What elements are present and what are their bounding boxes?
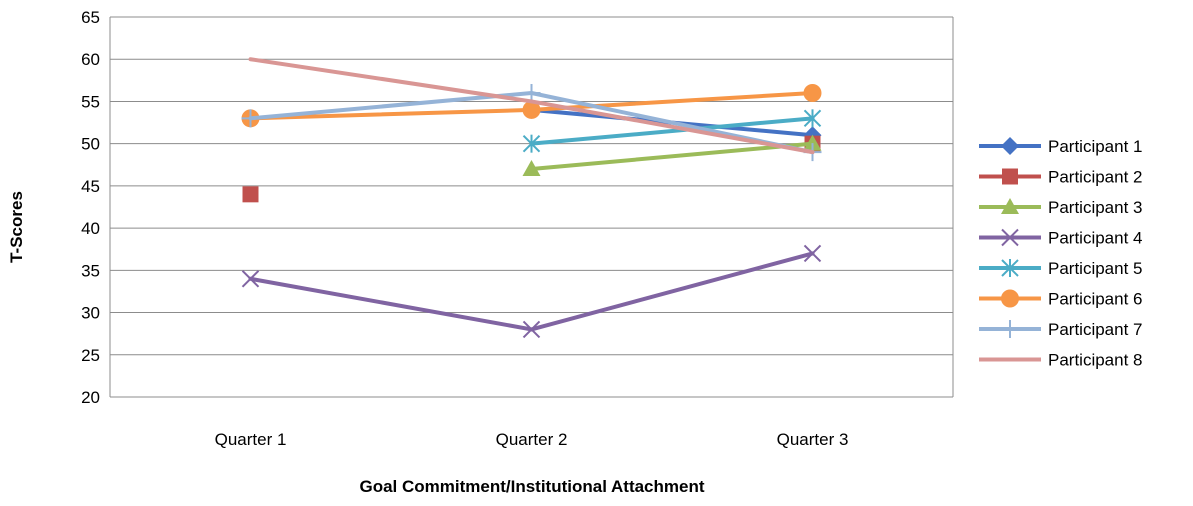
legend-marker	[1001, 198, 1019, 214]
legend-marker	[1001, 137, 1019, 155]
data-point	[522, 100, 541, 119]
x-tick-label: Quarter 1	[215, 430, 287, 449]
data-point	[522, 134, 541, 153]
y-tick-label: 60	[81, 50, 100, 69]
x-tick-labels: Quarter 1 Quarter 2 Quarter 3	[215, 430, 849, 449]
series-5	[522, 109, 822, 153]
y-tick-label: 40	[81, 219, 100, 238]
series-line-segment	[248, 91, 534, 121]
data-point	[522, 320, 541, 339]
series-line-segment	[529, 251, 815, 332]
series-4	[241, 244, 822, 339]
data-point	[242, 186, 259, 203]
legend-label: Participant 6	[1048, 290, 1143, 309]
legend-label: Participant 4	[1048, 229, 1143, 248]
x-tick-label: Quarter 3	[777, 430, 849, 449]
legend-label: Participant 2	[1048, 168, 1143, 187]
data-point	[803, 109, 822, 128]
series-line-segment	[248, 107, 534, 121]
gridlines	[109, 16, 954, 398]
data-point	[803, 84, 822, 102]
series-line-segment	[529, 99, 815, 155]
legend-item: Participant 4	[979, 229, 1143, 248]
y-tick-label: 35	[81, 261, 100, 280]
legend-label: Participant 8	[1048, 351, 1143, 370]
series-line-segment	[529, 116, 815, 146]
legend-label: Participant 1	[1048, 137, 1143, 156]
legend-marker	[1001, 289, 1019, 308]
series-3	[522, 134, 822, 176]
legend-label: Participant 5	[1048, 259, 1143, 278]
legend: Participant 1 Participant 2 Participant 3 P…	[979, 137, 1143, 370]
series-line-segment	[529, 91, 815, 112]
legend-label: Participant 3	[1048, 198, 1143, 217]
legend-marker	[1001, 320, 1019, 338]
y-tick-label: 45	[81, 177, 100, 196]
y-axis-title: T-Scores	[7, 191, 26, 263]
legend-item: Participant 1	[979, 137, 1143, 156]
y-tick-labels: 20 25 30 35 40 45 50 55 60 65	[81, 8, 100, 407]
series-6	[241, 84, 822, 128]
y-tick-label: 65	[81, 8, 100, 27]
legend-marker	[1001, 228, 1019, 247]
x-axis-title: Goal Commitment/Institutional Attachment	[359, 477, 704, 496]
y-tick-label: 25	[81, 346, 100, 365]
y-tick-label: 55	[81, 92, 100, 111]
data-point	[803, 134, 822, 151]
data-point	[241, 109, 260, 128]
legend-item: Participant 2	[979, 168, 1143, 187]
series-line-segment	[529, 141, 815, 171]
legend-item: Participant 3	[979, 198, 1143, 217]
x-tick-label: Quarter 2	[496, 430, 568, 449]
legend-item: Participant 7	[979, 320, 1143, 339]
series-8	[248, 57, 815, 155]
data-point	[803, 244, 822, 263]
series-group	[241, 57, 822, 339]
data-point	[522, 84, 541, 102]
legend-marker	[1001, 259, 1019, 277]
legend-item: Participant 8	[979, 351, 1143, 370]
y-tick-label: 20	[81, 388, 100, 407]
legend-item: Participant 6	[979, 289, 1143, 309]
y-tick-label: 30	[81, 304, 100, 323]
y-tick-label: 50	[81, 135, 100, 154]
legend-label: Participant 7	[1048, 320, 1143, 339]
data-point	[522, 160, 541, 176]
legend-marker	[1002, 168, 1018, 185]
data-point	[241, 270, 260, 288]
legend-item: Participant 5	[979, 259, 1143, 278]
series-line-segment	[248, 276, 534, 332]
series-line-segment	[248, 57, 534, 104]
